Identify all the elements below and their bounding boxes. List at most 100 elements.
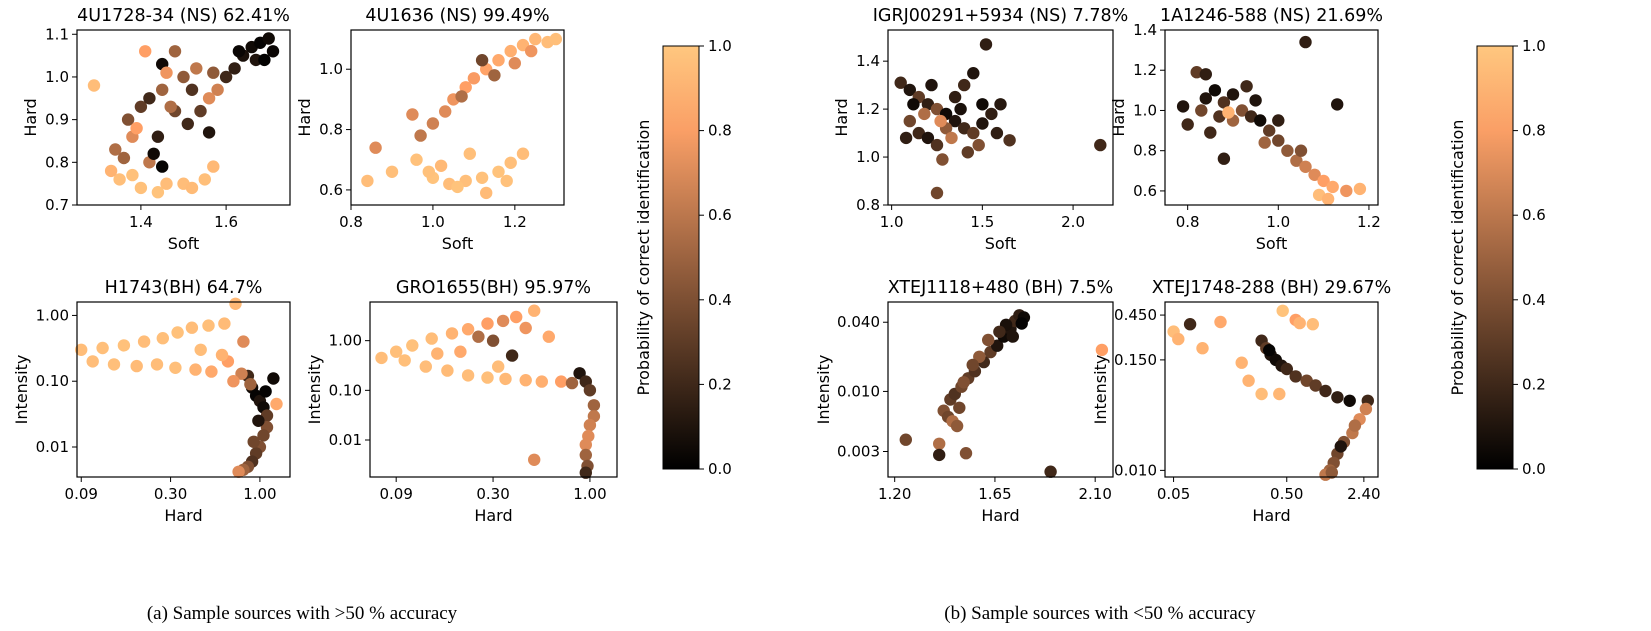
scatter-point: [1217, 96, 1231, 109]
scatter-point: [137, 335, 151, 348]
scatter-point: [185, 181, 199, 195]
scatter-point: [151, 130, 165, 143]
scatter-point: [194, 104, 207, 118]
scatter-point: [194, 343, 207, 356]
scatter-point: [1306, 318, 1320, 331]
scatter-point: [1331, 98, 1344, 111]
x-tick-label: 1.0: [421, 213, 445, 231]
scatter-point: [1195, 104, 1208, 117]
scatter-point: [528, 304, 541, 317]
scatter-point: [235, 367, 248, 380]
scatter-point: [143, 92, 156, 105]
scatter-point: [150, 358, 164, 371]
scatter-point: [130, 359, 143, 373]
x-tick-label: 0.8: [1176, 213, 1200, 231]
scatter-point: [369, 141, 382, 154]
scatter-point: [1181, 118, 1194, 131]
scatter-point: [390, 345, 403, 358]
scatter-point: [525, 44, 538, 58]
scatter-point: [207, 160, 220, 173]
colorbar-tick-label: 0.0: [1522, 460, 1546, 478]
scatter-point: [1094, 138, 1107, 152]
scatter-point: [461, 323, 475, 336]
scatter-point: [113, 173, 126, 186]
scatter-point: [164, 100, 177, 114]
scatter-point: [1272, 134, 1285, 147]
scatter-point: [982, 333, 995, 347]
scatter-point: [505, 349, 519, 362]
scatter-point: [258, 53, 271, 67]
x-tick-label: 1.4: [129, 213, 153, 231]
x-axis-label: Soft: [168, 234, 200, 253]
y-axis-label: Hard: [295, 98, 314, 136]
scatter-point: [1299, 35, 1312, 49]
scatter-point: [993, 325, 1006, 338]
scatter-point: [472, 330, 485, 343]
colorbar-tick-label: 0.2: [1522, 375, 1546, 393]
chart-title: XTEJ1118+480 (BH) 7.5%: [888, 278, 1114, 298]
scatter-point: [508, 57, 521, 70]
scatter-point: [86, 355, 99, 368]
y-tick-label: 1.0: [856, 148, 880, 166]
scatter-point: [237, 335, 250, 348]
y-tick-label: 0.6: [1133, 182, 1157, 200]
scatter-point: [202, 126, 216, 139]
scatter-point: [1280, 362, 1294, 376]
colorbar-tick-label: 0.8: [1522, 122, 1546, 140]
y-tick-label: 1.2: [856, 100, 880, 118]
scatter-point: [930, 102, 944, 116]
x-axis-label: Soft: [442, 234, 474, 253]
scatter-point: [1290, 154, 1303, 167]
scatter-point: [990, 126, 1004, 140]
scatter-point: [542, 330, 555, 343]
scatter-point: [1325, 466, 1339, 479]
scatter-panel-7: 1.20 1.65 2.10 0.003 0.010 0.040 XTEJ1118+480 …: [814, 278, 1114, 525]
scatter-point: [109, 143, 122, 156]
y-axis-label: Intensity: [12, 355, 31, 425]
scatter-point: [385, 165, 399, 178]
scatter-point: [500, 174, 513, 188]
scatter-point: [959, 447, 973, 460]
scatter-point: [259, 385, 272, 398]
scatter-point: [1321, 192, 1335, 206]
scatter-point: [475, 54, 489, 67]
scatter-point: [583, 418, 597, 432]
scatter-point: [267, 372, 280, 385]
scatter-point: [936, 153, 949, 166]
y-axis-label: Hard: [1109, 98, 1128, 136]
scatter-point: [1334, 440, 1348, 453]
scatter-point: [948, 114, 962, 128]
scatter-point: [488, 69, 501, 82]
scatter-point: [925, 78, 938, 92]
y-tick-label: 0.8: [45, 153, 69, 171]
colorbar-tick-label: 1.0: [1522, 37, 1546, 55]
scatter-point: [96, 341, 109, 355]
scatter-point: [587, 399, 601, 412]
scatter-point: [510, 310, 523, 324]
scatter-point: [549, 32, 562, 46]
scatter-point: [1015, 317, 1028, 330]
scatter-point: [1199, 68, 1213, 81]
scatter-point: [262, 32, 275, 45]
y-tick-label: 1.0: [1133, 101, 1157, 119]
scatter-point: [181, 117, 194, 131]
scatter-point: [950, 419, 964, 433]
scatter-point: [1263, 124, 1276, 137]
scatter-point: [912, 126, 925, 140]
plot-frame: [76, 301, 291, 478]
scatter-point: [414, 129, 427, 142]
plot-frame: [1164, 29, 1379, 206]
scatter-point: [232, 45, 246, 58]
chart-title: GRO1655(BH) 95.97%: [396, 278, 591, 298]
scatter-point: [1235, 104, 1249, 117]
colorbar-tick-label: 0.6: [708, 206, 732, 224]
scatter-point: [492, 165, 505, 178]
scatter-point: [215, 348, 229, 362]
scatter-point: [894, 76, 907, 89]
colorbar-tick-label: 0.4: [1522, 291, 1546, 309]
x-axis-label: Soft: [985, 234, 1017, 253]
scatter-point: [160, 177, 173, 190]
scatter-point: [1044, 465, 1057, 478]
scatter-point: [579, 466, 592, 479]
scatter-point: [486, 334, 500, 347]
